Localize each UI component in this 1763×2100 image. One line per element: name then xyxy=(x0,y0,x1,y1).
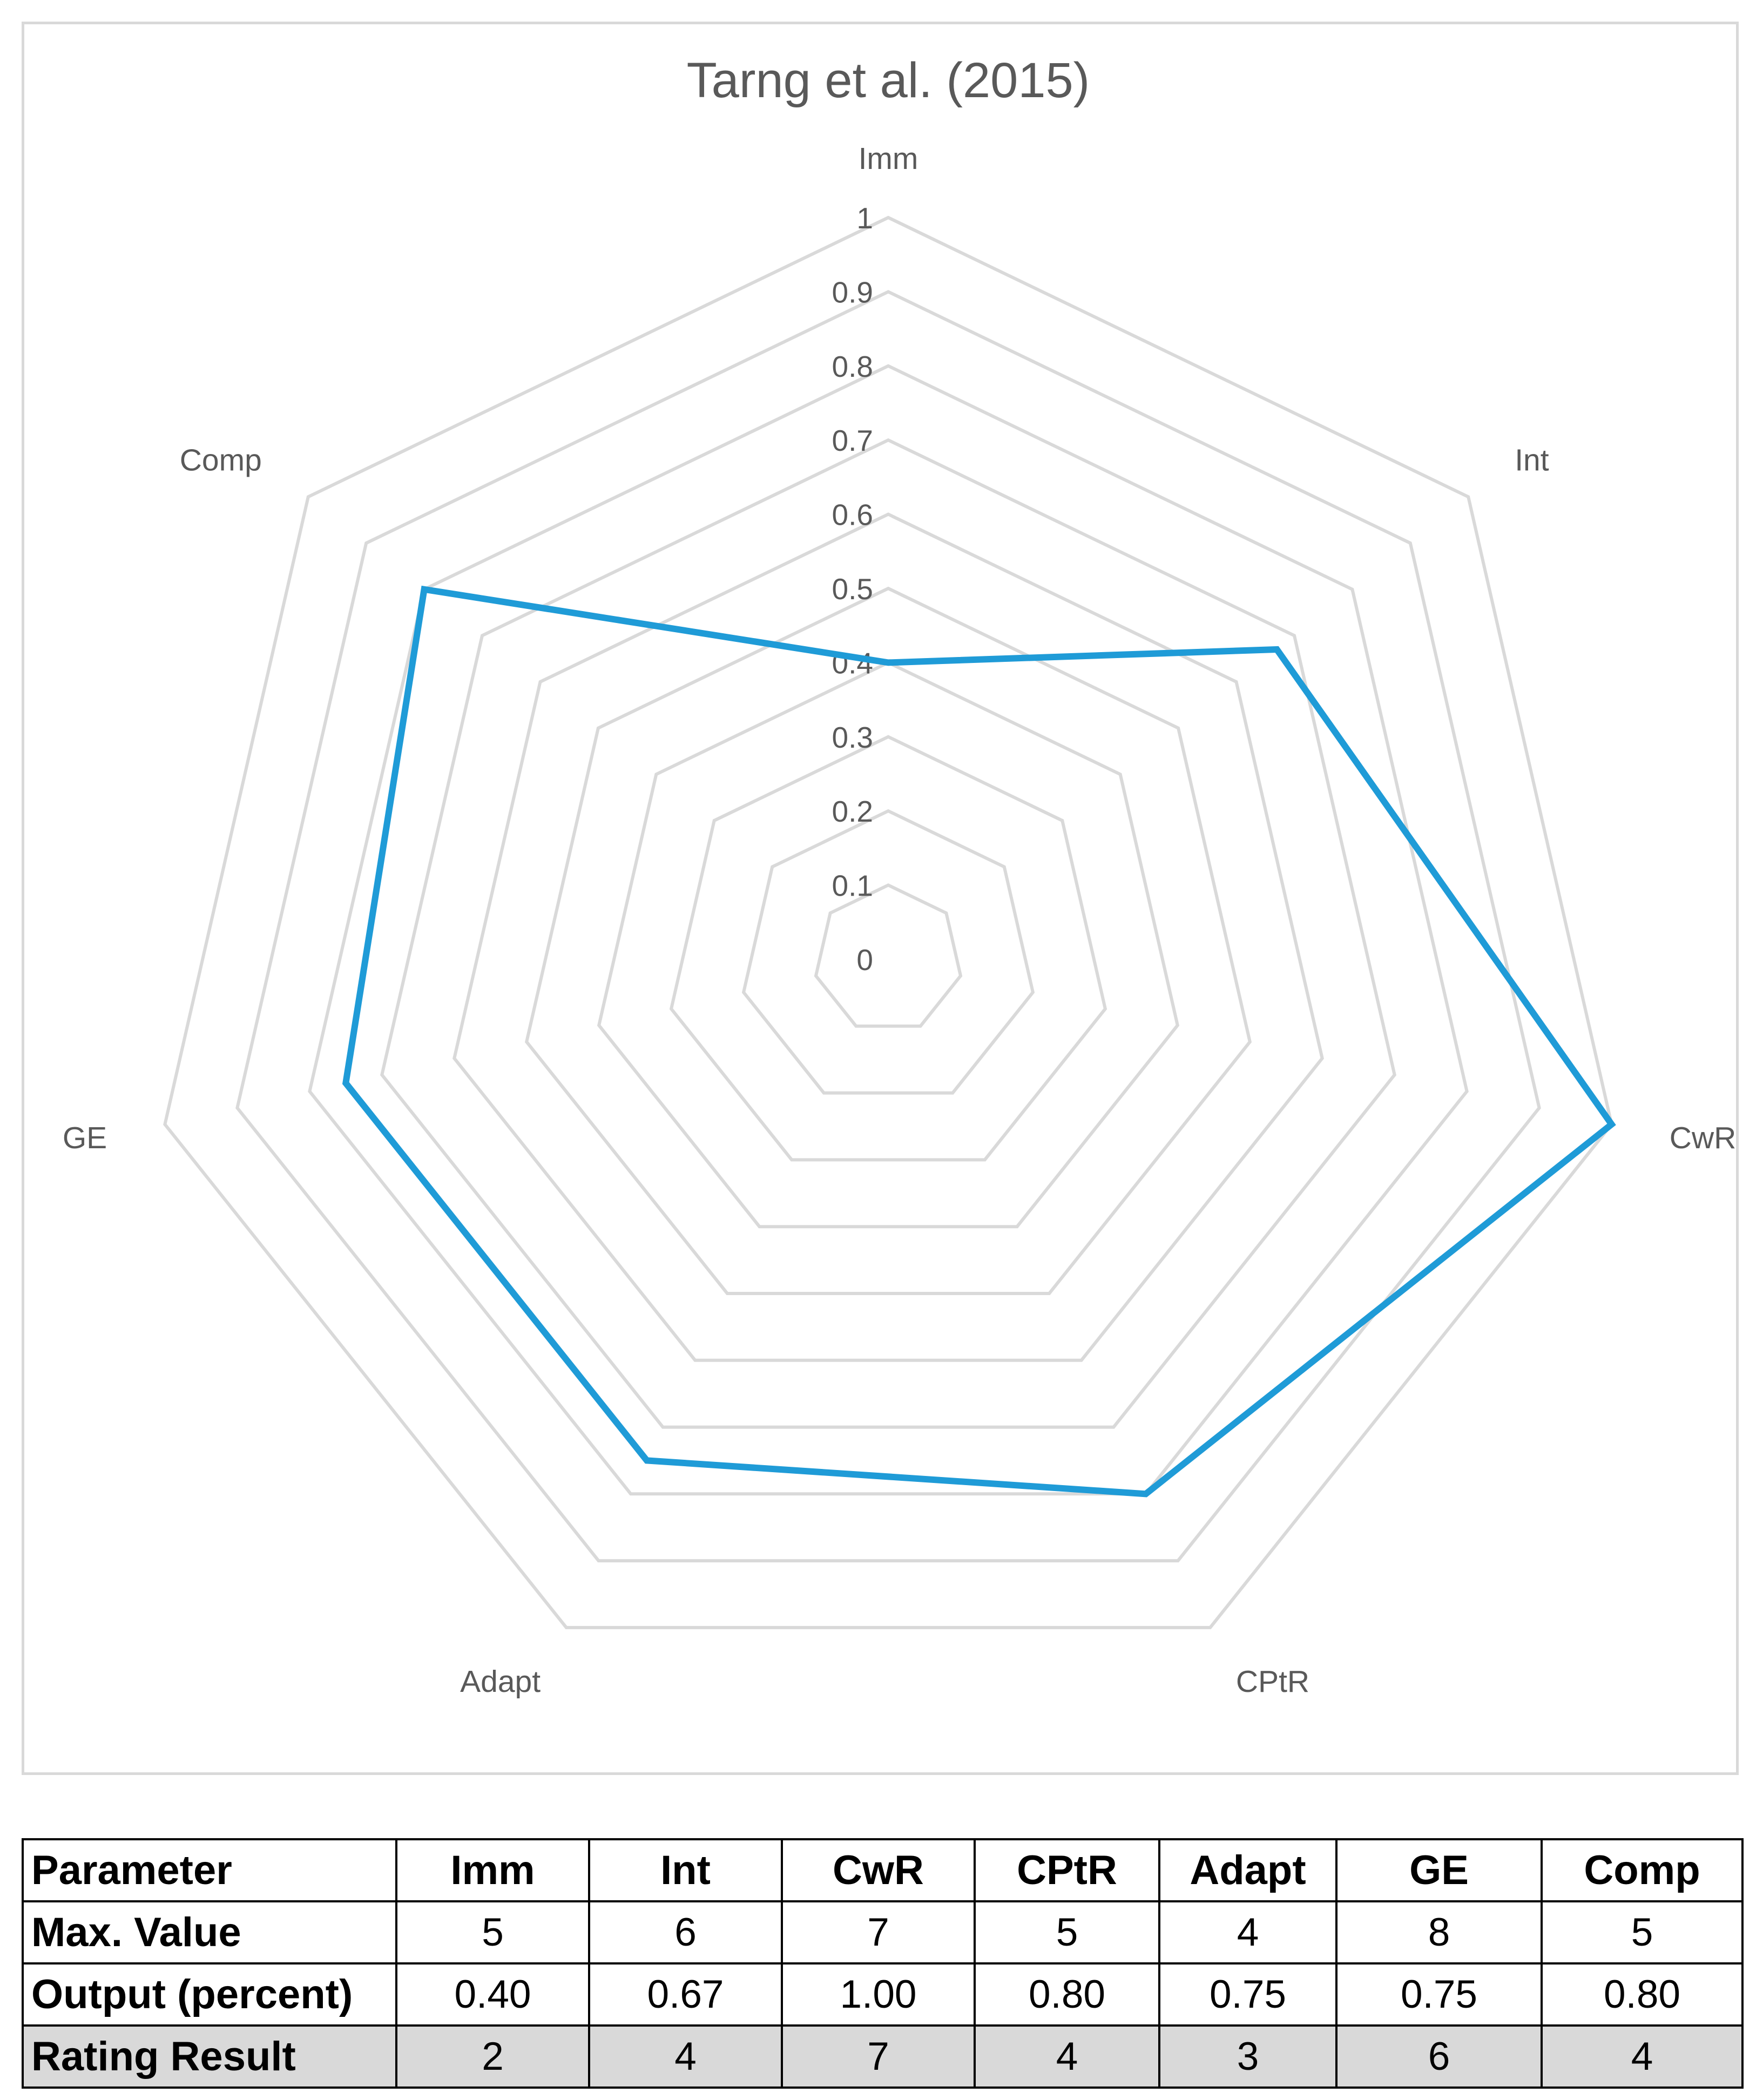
category-label: CPtR xyxy=(1236,1664,1309,1699)
table-cell: CwR xyxy=(781,1838,976,1902)
axis-tick-label: 0 xyxy=(856,943,873,977)
series-point xyxy=(1276,649,1278,650)
grid-ring-10 xyxy=(163,215,1613,1629)
axis-tick-label: 0.9 xyxy=(832,275,873,309)
table-cell: 8 xyxy=(1335,1900,1543,1964)
table-cell: 2 xyxy=(395,2024,590,2089)
grid-ring-6 xyxy=(452,512,1324,1362)
rating-row: Rating Result 2 4 7 4 3 6 4 xyxy=(22,2024,1744,2089)
series-point xyxy=(1611,1123,1612,1125)
table-cell: 0.67 xyxy=(588,1962,783,2027)
grid-ring-8 xyxy=(308,364,1469,1496)
table-cell: 5 xyxy=(1541,1900,1744,1964)
series-point xyxy=(1145,1493,1146,1495)
axis-tick-label: 1 xyxy=(856,201,873,235)
table-cell: CPtR xyxy=(974,1838,1160,1902)
table-cell: 6 xyxy=(588,1900,783,1964)
table-cell: 5 xyxy=(395,1900,590,1964)
table-cell: 7 xyxy=(781,2024,976,2089)
grid-ring-2 xyxy=(741,809,1035,1095)
max-value-row: Max. Value 5 6 7 5 4 8 5 xyxy=(22,1900,1744,1964)
table-cell: 1.00 xyxy=(781,1962,976,2027)
data-table: Parameter Imm Int CwR CPtR Adapt GE Comp Max. Va… xyxy=(22,1838,1744,2089)
category-label: Imm xyxy=(859,141,918,176)
axis-tick-label: 0.2 xyxy=(832,795,873,828)
grid-ring-7 xyxy=(380,438,1396,1429)
table-header-row: Parameter Imm Int CwR CPtR Adapt GE Comp xyxy=(22,1838,1744,1902)
table-cell: Int xyxy=(588,1838,783,1902)
axis-tick-label: 0.6 xyxy=(832,498,873,532)
table-cell: 6 xyxy=(1335,2024,1543,2089)
grid-ring-1 xyxy=(814,883,963,1028)
table-cell: 4 xyxy=(974,2024,1160,2089)
category-label: Int xyxy=(1515,443,1549,478)
axis-tick-label: 0.8 xyxy=(832,350,873,383)
category-label: CwR xyxy=(1670,1121,1736,1155)
axis-tick-label: 0.7 xyxy=(832,424,873,457)
series-point xyxy=(423,588,425,590)
chart-frame: Tarng et al. (2015) 0 0.1 0.2 0.3 0.4 0.5 0.6 0.… xyxy=(22,22,1739,1775)
row-label: Parameter xyxy=(22,1838,397,1902)
series-point xyxy=(345,1082,347,1084)
table-cell: 7 xyxy=(781,1900,976,1964)
table-cell: 5 xyxy=(974,1900,1160,1964)
radar-chart: Tarng et al. (2015)00.10.20.30.40.50.60.… xyxy=(63,53,1736,1699)
grid-ring-3 xyxy=(669,735,1107,1162)
axis-tick-label: 0.1 xyxy=(832,869,873,903)
row-label: Rating Result xyxy=(22,2024,397,2089)
table-cell: Comp xyxy=(1541,1838,1744,1902)
category-label: Comp xyxy=(180,443,262,478)
series-point xyxy=(888,662,889,663)
table-cell: 4 xyxy=(1158,1900,1338,1964)
table-cell: 0.75 xyxy=(1335,1962,1543,2027)
output-row: Output (percent) 0.40 0.67 1.00 0.80 0.75 0.75… xyxy=(22,1962,1744,2027)
table-cell: Imm xyxy=(395,1838,590,1902)
category-label: Adapt xyxy=(460,1664,541,1699)
grid-ring-9 xyxy=(235,290,1541,1563)
axis-tick-label: 0.3 xyxy=(832,721,873,754)
table-cell: Adapt xyxy=(1158,1838,1338,1902)
table-cell: 4 xyxy=(1541,2024,1744,2089)
grid-ring-4 xyxy=(597,661,1180,1229)
axis-tick-label: 0.5 xyxy=(832,572,873,606)
chart-title: Tarng et al. (2015) xyxy=(687,53,1090,108)
table-cell: 0.80 xyxy=(1541,1962,1744,2027)
table-cell: 4 xyxy=(588,2024,783,2089)
series-point xyxy=(646,1460,647,1461)
grid-ring-5 xyxy=(524,586,1252,1295)
table-cell: 3 xyxy=(1158,2024,1338,2089)
row-label: Max. Value xyxy=(22,1900,397,1964)
category-label: GE xyxy=(63,1121,107,1155)
table-cell: 0.40 xyxy=(395,1962,590,2027)
row-label: Output (percent) xyxy=(22,1962,397,2027)
table-cell: GE xyxy=(1335,1838,1543,1902)
table-cell: 0.75 xyxy=(1158,1962,1338,2027)
table-cell: 0.80 xyxy=(974,1962,1160,2027)
series-line xyxy=(342,585,1616,1498)
